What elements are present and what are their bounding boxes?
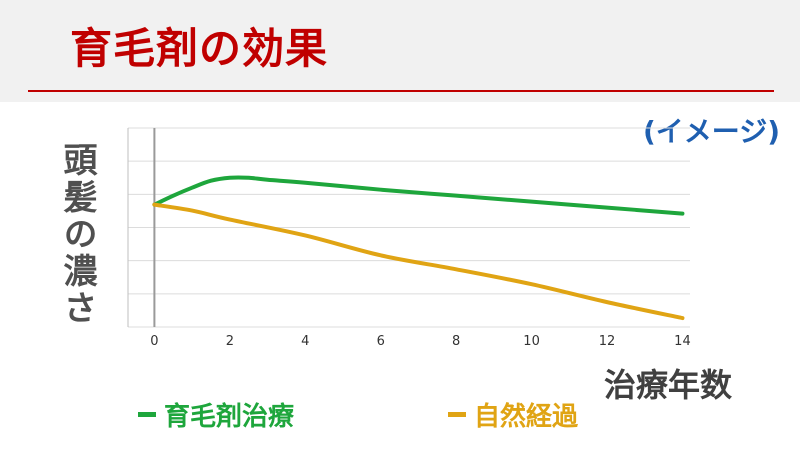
image-note: (イメージ) — [642, 115, 780, 148]
y-axis-label: 頭髪の濃さ — [57, 142, 97, 327]
header-band — [0, 0, 800, 102]
gridlines — [128, 127, 690, 328]
axes — [127, 128, 156, 327]
legend-label-natural: 自然経過 — [474, 402, 579, 432]
legend-label-treatment: 育毛剤治療 — [164, 402, 295, 432]
x-tick-label: 14 — [674, 334, 691, 349]
x-tick-label: 10 — [523, 334, 540, 349]
page-title: 育毛剤の効果 — [70, 24, 329, 73]
x-tick-label: 6 — [377, 334, 385, 349]
x-tick-labels: 0 2 4 6 8 10 12 14 — [150, 334, 690, 349]
series-lines — [152, 175, 685, 321]
x-tick-label: 8 — [452, 334, 460, 349]
x-axis-label: 治療年数 — [604, 366, 733, 404]
legend-swatch-natural — [448, 412, 466, 417]
legend-swatch-treatment — [138, 412, 156, 417]
legend-item-natural: 自然経過 — [448, 396, 578, 433]
series-line-1 — [152, 202, 685, 321]
x-tick-label: 0 — [150, 334, 158, 349]
x-tick-label: 12 — [599, 334, 616, 349]
x-tick-label: 4 — [301, 334, 309, 349]
legend-item-treatment: 育毛剤治療 — [138, 396, 294, 433]
x-tick-label: 2 — [226, 334, 234, 349]
series-line-0 — [152, 175, 685, 216]
title-underline — [28, 90, 774, 92]
